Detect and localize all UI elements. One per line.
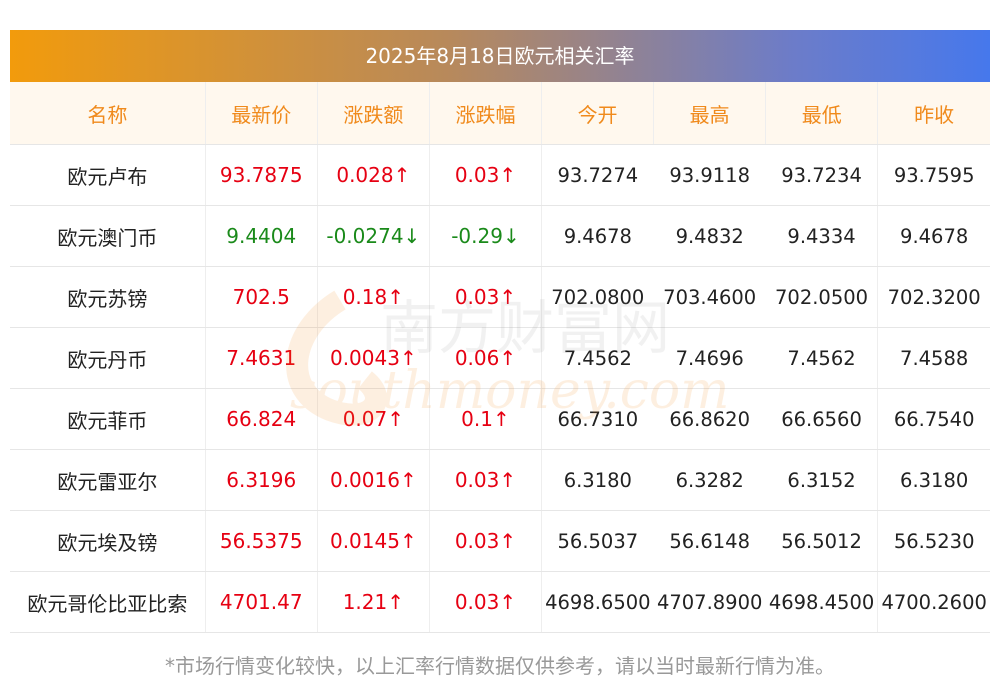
- disclaimer-footnote: *市场行情变化较快，以上汇率行情数据仅供参考，请以当时最新行情为准。: [165, 654, 835, 678]
- cell-prev-close: 702.3200: [877, 266, 990, 328]
- header-latest: 最新价: [205, 82, 318, 145]
- cell-name: 欧元菲币: [10, 388, 206, 450]
- cell-name: 欧元澳门币: [10, 205, 206, 267]
- cell-high: 66.8620: [653, 388, 766, 450]
- cell-prev-close: 7.4588: [877, 327, 990, 389]
- table-row: 欧元苏镑 702.5 0.18↑ 0.03↑ 702.0800 703.4600 702.0…: [10, 266, 990, 328]
- cell-latest: 66.824: [205, 388, 318, 450]
- cell-open: 7.4562: [541, 327, 654, 389]
- header-change: 涨跌额: [317, 82, 430, 145]
- cell-change: 0.18↑: [317, 266, 430, 328]
- cell-change-pct: -0.29↓: [429, 205, 543, 267]
- cell-name: 欧元丹币: [10, 327, 206, 389]
- cell-change: 0.07↑: [317, 388, 430, 450]
- cell-change-pct: 0.03↑: [429, 510, 543, 572]
- cell-open: 9.4678: [541, 205, 654, 267]
- header-name: 名称: [10, 82, 206, 145]
- cell-change: 0.0016↑: [317, 449, 430, 511]
- cell-high: 9.4832: [653, 205, 766, 267]
- cell-name: 欧元埃及镑: [10, 510, 206, 572]
- cell-open: 93.7274: [541, 144, 654, 206]
- table-row: 欧元丹币 7.4631 0.0043↑ 0.06↑ 7.4562 7.4696 7.4562…: [10, 327, 990, 389]
- cell-open: 56.5037: [541, 510, 654, 572]
- cell-high: 703.4600: [653, 266, 766, 328]
- cell-open: 66.7310: [541, 388, 654, 450]
- cell-low: 7.4562: [765, 327, 879, 389]
- cell-prev-close: 66.7540: [877, 388, 990, 450]
- cell-name: 欧元卢布: [10, 144, 206, 206]
- cell-latest: 702.5: [205, 266, 318, 328]
- cell-open: 702.0800: [541, 266, 654, 328]
- table-title: 2025年8月18日欧元相关汇率: [10, 30, 990, 82]
- cell-latest: 7.4631: [205, 327, 318, 389]
- cell-open: 4698.6500: [541, 571, 654, 633]
- cell-change: -0.0274↓: [317, 205, 430, 267]
- cell-name: 欧元苏镑: [10, 266, 206, 328]
- cell-low: 6.3152: [765, 449, 879, 511]
- cell-change-pct: 0.03↑: [429, 571, 543, 633]
- cell-name: 欧元哥伦比亚比索: [10, 571, 206, 633]
- table-row: 欧元澳门币 9.4404 -0.0274↓ -0.29↓ 9.4678 9.4832 9.4…: [10, 205, 990, 267]
- cell-low: 66.6560: [765, 388, 879, 450]
- header-change-pct: 涨跌幅: [429, 82, 543, 145]
- cell-latest: 4701.47: [205, 571, 318, 633]
- exchange-rate-table: 名称 最新价 涨跌额 涨跌幅 今开 最高 最低 昨收 欧元卢布 93.7875 0.…: [10, 82, 990, 633]
- table-row: 欧元哥伦比亚比索 4701.47 1.21↑ 0.03↑ 4698.6500 4707.8…: [10, 571, 990, 633]
- header-row: 名称 最新价 涨跌额 涨跌幅 今开 最高 最低 昨收: [10, 82, 990, 145]
- cell-change: 1.21↑: [317, 571, 430, 633]
- cell-low: 702.0500: [765, 266, 879, 328]
- cell-low: 9.4334: [765, 205, 879, 267]
- table-row: 欧元埃及镑 56.5375 0.0145↑ 0.03↑ 56.5037 56.6148 56…: [10, 510, 990, 572]
- cell-latest: 93.7875: [205, 144, 318, 206]
- cell-change-pct: 0.1↑: [429, 388, 543, 450]
- cell-high: 7.4696: [653, 327, 766, 389]
- cell-high: 56.6148: [653, 510, 766, 572]
- cell-high: 4707.8900: [653, 571, 766, 633]
- header-prev-close: 昨收: [877, 82, 990, 145]
- cell-change: 0.028↑: [317, 144, 430, 206]
- cell-change: 0.0145↑: [317, 510, 430, 572]
- cell-latest: 6.3196: [205, 449, 318, 511]
- cell-latest: 9.4404: [205, 205, 318, 267]
- cell-latest: 56.5375: [205, 510, 318, 572]
- cell-low: 56.5012: [765, 510, 879, 572]
- cell-prev-close: 4700.2600: [877, 571, 990, 633]
- cell-prev-close: 6.3180: [877, 449, 990, 511]
- cell-change-pct: 0.03↑: [429, 266, 543, 328]
- cell-change-pct: 0.06↑: [429, 327, 543, 389]
- cell-prev-close: 56.5230: [877, 510, 990, 572]
- header-open: 今开: [541, 82, 655, 145]
- cell-change-pct: 0.03↑: [429, 449, 543, 511]
- table-row: 欧元卢布 93.7875 0.028↑ 0.03↑ 93.7274 93.9118 93.7…: [10, 144, 990, 206]
- cell-low: 93.7234: [765, 144, 879, 206]
- cell-prev-close: 9.4678: [877, 205, 990, 267]
- table-row: 欧元雷亚尔 6.3196 0.0016↑ 0.03↑ 6.3180 6.3282 6.315…: [10, 449, 990, 511]
- table-row: 欧元菲币 66.824 0.07↑ 0.1↑ 66.7310 66.8620 66.6560…: [10, 388, 990, 450]
- cell-prev-close: 93.7595: [877, 144, 990, 206]
- header-low: 最低: [765, 82, 879, 145]
- cell-low: 4698.4500: [765, 571, 879, 633]
- cell-open: 6.3180: [541, 449, 654, 511]
- cell-change: 0.0043↑: [317, 327, 430, 389]
- header-high: 最高: [653, 82, 767, 145]
- cell-high: 6.3282: [653, 449, 766, 511]
- cell-name: 欧元雷亚尔: [10, 449, 206, 511]
- cell-high: 93.9118: [653, 144, 766, 206]
- cell-change-pct: 0.03↑: [429, 144, 543, 206]
